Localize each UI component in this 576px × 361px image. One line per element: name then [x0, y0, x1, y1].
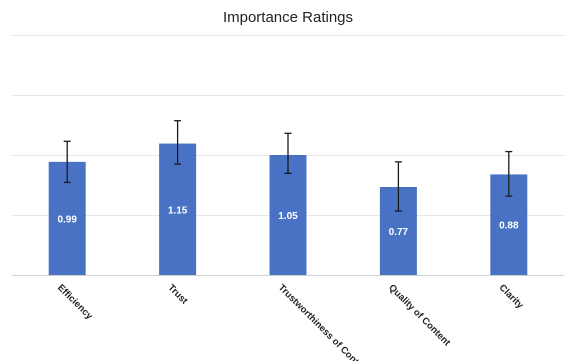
data-label: 1.05	[278, 211, 298, 222]
data-label: 0.88	[499, 221, 519, 232]
bar-trustworthiness-of-content	[269, 155, 307, 275]
data-label: 1.15	[168, 205, 188, 216]
x-tick-label: Efficiency	[55, 282, 95, 322]
error-bar	[63, 140, 71, 184]
error-bar	[284, 132, 292, 174]
x-tick-label: Trustworthiness of Content	[276, 282, 372, 361]
bar-trust	[159, 143, 197, 275]
data-label: 0.99	[57, 214, 77, 225]
error-bar	[505, 150, 513, 197]
chart-title: Importance Ratings	[223, 9, 353, 26]
error-bar	[394, 161, 402, 212]
data-label: 0.77	[389, 227, 409, 238]
x-tick-label: Clarity	[497, 282, 526, 311]
x-tick-label: Quality of Content	[386, 282, 453, 349]
error-bar	[174, 120, 182, 165]
x-tick-label: Trust	[165, 282, 190, 307]
